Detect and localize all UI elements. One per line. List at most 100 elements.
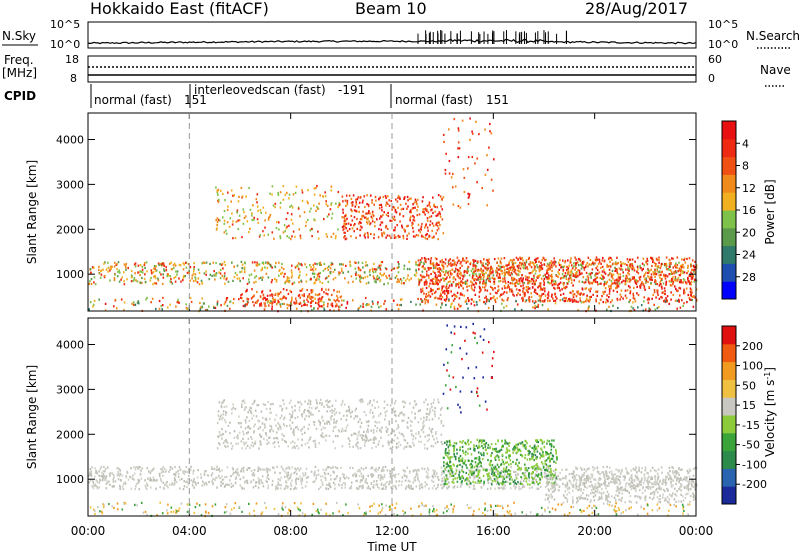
velocity-cell <box>177 470 179 472</box>
power-cell <box>484 282 486 284</box>
power-cell <box>131 276 133 278</box>
power-cell <box>107 262 109 264</box>
power-cell <box>218 271 220 273</box>
velocity-cell <box>520 481 522 483</box>
power-cell <box>464 260 466 262</box>
velocity-cell <box>405 480 407 482</box>
power-cell <box>554 260 556 262</box>
power-cell <box>608 306 610 308</box>
power-cell <box>319 276 321 278</box>
velocity-cell <box>91 485 93 487</box>
velocity-cell <box>330 474 332 476</box>
velocity-cell <box>641 471 643 473</box>
velocity-cell <box>216 477 218 479</box>
power-cell <box>114 277 116 279</box>
power-cell <box>578 290 580 292</box>
power-cell <box>485 174 487 176</box>
velocity-cell <box>147 478 149 480</box>
power-cell <box>503 266 505 268</box>
power-cell <box>498 285 500 287</box>
velocity-cell <box>279 479 281 481</box>
velocity-cell <box>393 474 395 476</box>
power-cell <box>677 300 679 302</box>
velocity-cell <box>396 480 398 482</box>
power-cell <box>692 277 694 279</box>
power-cell <box>254 277 256 279</box>
power-cell <box>344 220 346 222</box>
power-cell <box>167 306 169 308</box>
power-cell <box>467 297 469 299</box>
power-cell <box>622 262 624 264</box>
velocity-cell <box>249 447 251 449</box>
power-cell <box>173 267 175 269</box>
power-cell <box>144 264 146 266</box>
power-cell <box>605 287 607 289</box>
power-cell <box>261 269 263 271</box>
velocity-cell <box>308 415 310 417</box>
velocity-cell <box>212 483 214 485</box>
power-cell <box>621 290 623 292</box>
power-cell <box>513 295 515 297</box>
power-cell <box>509 290 511 292</box>
power-cell <box>338 300 340 302</box>
power-heatmap <box>88 117 697 312</box>
power-cell <box>517 259 519 261</box>
freq-label-bottom: [MHz] <box>2 66 37 80</box>
power-cell <box>669 259 671 261</box>
power-cell <box>357 228 359 230</box>
power-cell <box>220 277 222 279</box>
power-cell <box>291 276 293 278</box>
power-cell <box>233 298 235 300</box>
velocity-cell <box>358 469 360 471</box>
power-cell <box>677 267 679 269</box>
power-cell <box>114 262 116 264</box>
velocity-cell <box>334 488 336 490</box>
power-cell <box>457 274 459 276</box>
power-cell <box>280 202 282 204</box>
power-cell <box>518 289 520 291</box>
power-cell <box>537 286 539 288</box>
power-cell <box>262 267 264 269</box>
power-cell <box>651 265 653 267</box>
velocity-cell <box>398 415 400 417</box>
velocity-cell <box>262 475 264 477</box>
power-cell <box>596 295 598 297</box>
power-cell <box>441 303 443 305</box>
power-cell <box>553 257 555 259</box>
power-cell <box>421 226 423 228</box>
power-cell <box>531 278 533 280</box>
velocity-cell <box>212 472 214 474</box>
velocity-cell <box>598 471 600 473</box>
power-cell <box>570 272 572 274</box>
velocity-cell <box>182 471 184 473</box>
power-cell <box>582 281 584 283</box>
velocity-cell <box>406 475 408 477</box>
velocity-cell <box>599 473 601 475</box>
power-cell <box>333 289 335 291</box>
power-cell <box>438 264 440 266</box>
power-cell <box>448 287 450 289</box>
power-cell <box>589 298 591 300</box>
power-cell <box>397 207 399 209</box>
velocity-cell <box>90 473 92 475</box>
power-cell <box>398 236 400 238</box>
power-cell <box>482 265 484 267</box>
power-cell <box>325 277 327 279</box>
velocity-cell <box>299 476 301 478</box>
power-cell <box>519 262 521 264</box>
power-cell <box>645 261 647 263</box>
power-cell <box>195 280 197 282</box>
velocity-cell <box>561 469 563 471</box>
power-cell <box>484 289 486 291</box>
power-cell <box>527 286 529 288</box>
power-cell <box>393 218 395 220</box>
power-cell <box>575 267 577 269</box>
power-cell <box>431 257 433 259</box>
power-cell <box>244 270 246 272</box>
power-cell <box>512 259 514 261</box>
power-cell <box>574 269 576 271</box>
power-cell <box>658 259 660 261</box>
power-cell <box>557 284 559 286</box>
power-cell <box>246 298 248 300</box>
velocity-cell <box>330 486 332 488</box>
